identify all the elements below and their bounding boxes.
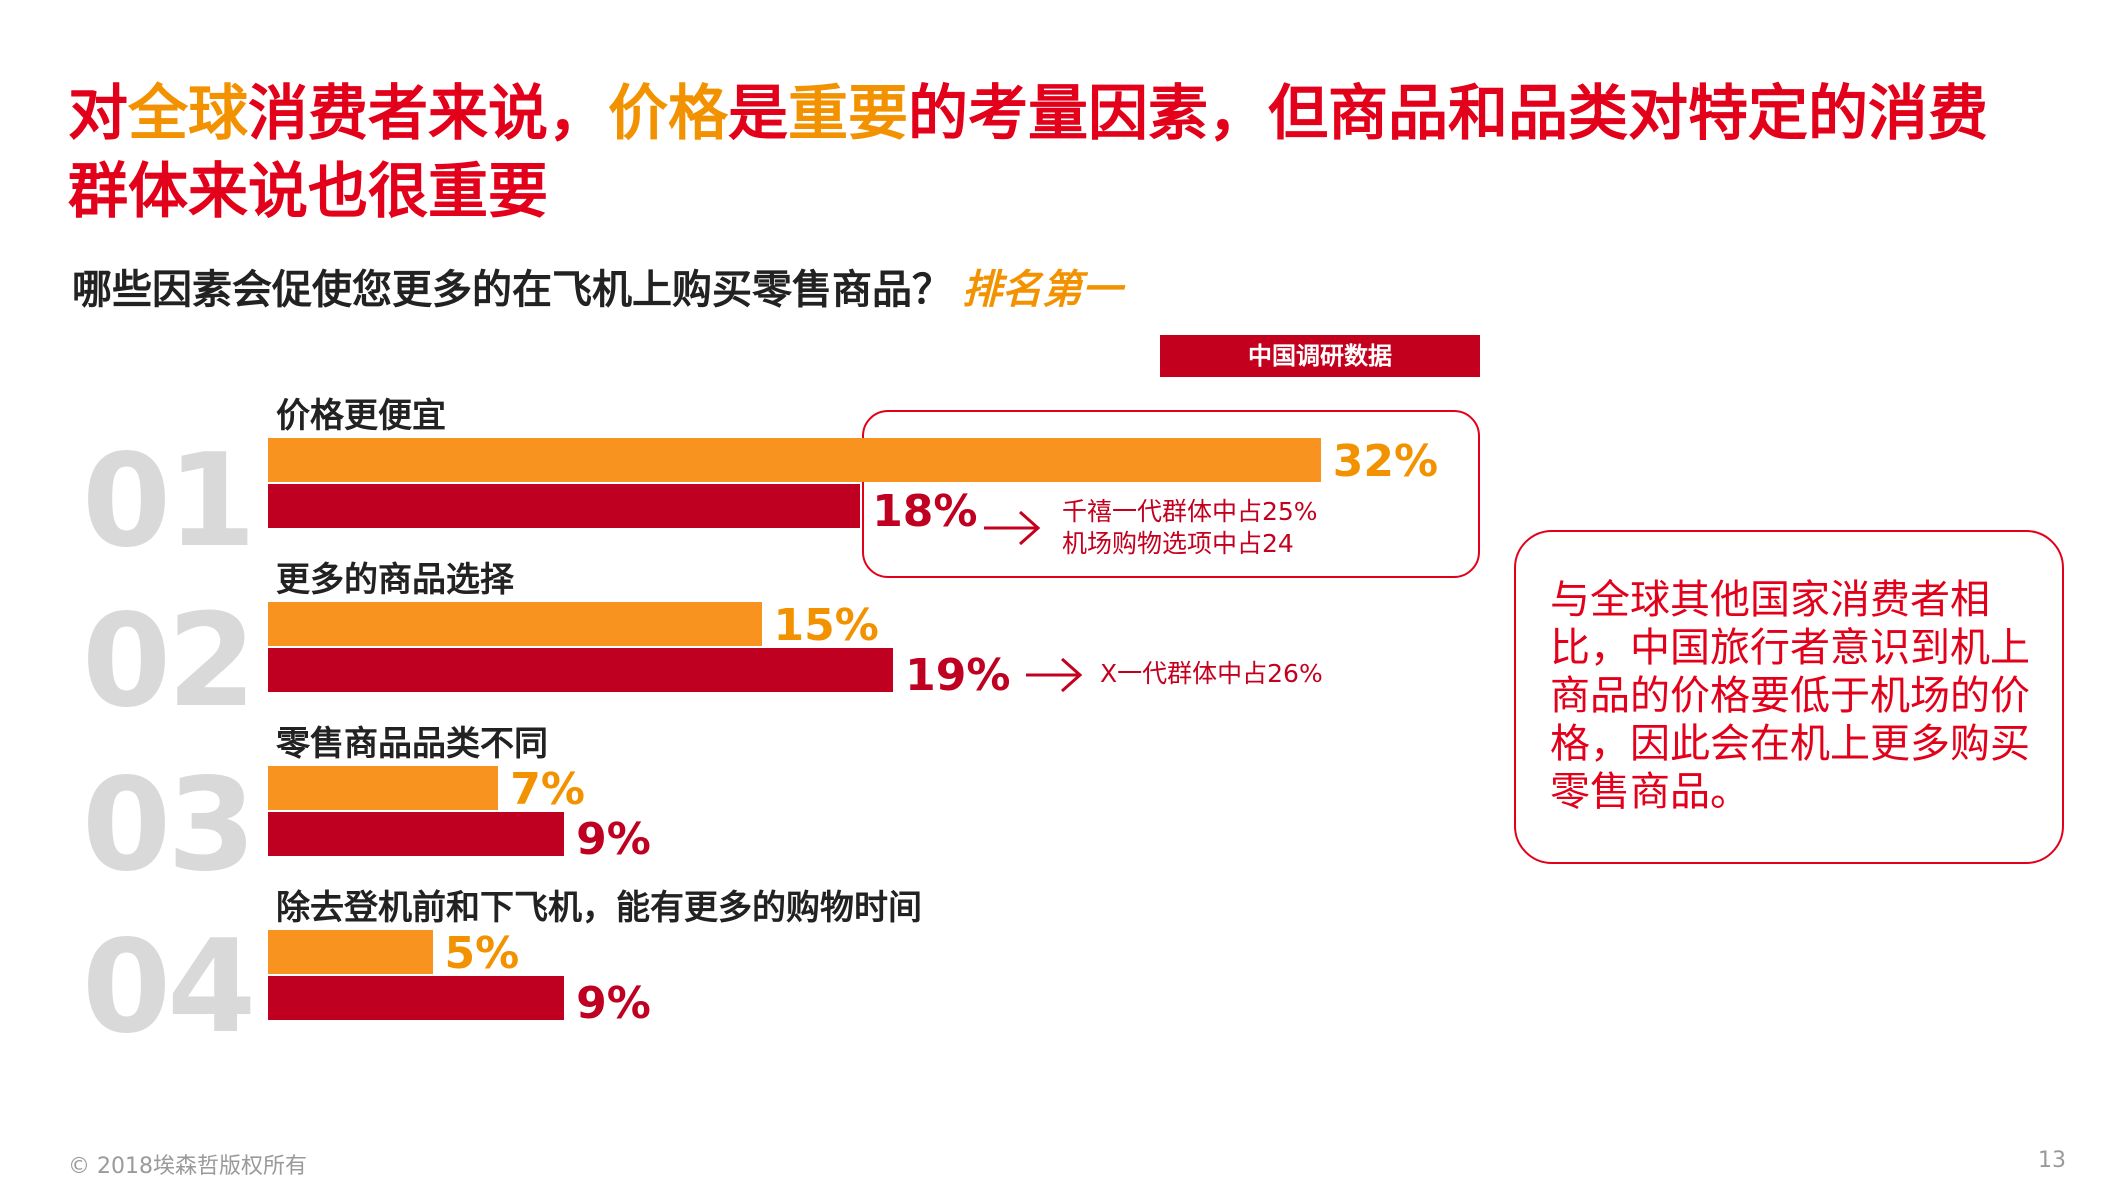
title-segment: 价格	[608, 79, 728, 149]
rank-number: 02	[82, 587, 256, 736]
title-segment: 消费者来说，	[248, 79, 608, 149]
china-value-label: 9%	[576, 978, 651, 1029]
china-data-badge: 中国调研数据	[1160, 335, 1480, 377]
china-value-label: 9%	[576, 814, 651, 865]
title-segment: 的考量因素，但商品和品类对特定的消费	[908, 79, 1988, 149]
global-bar	[268, 930, 433, 974]
china-bar	[268, 976, 565, 1020]
row2-note: X一代群体中占26%	[1100, 658, 1323, 690]
title-segment: 全球	[128, 79, 248, 149]
page-number: 13	[2038, 1148, 2066, 1173]
global-value-label: 15%	[773, 600, 879, 651]
row2-note-line-1: X一代群体中占26%	[1100, 659, 1323, 688]
row1-note: 千禧一代群体中占25% 机场购物选项中占24	[1062, 496, 1318, 560]
china-bar	[268, 484, 861, 528]
china-bar	[268, 812, 565, 856]
title-segment: 重要	[788, 79, 908, 149]
global-value-label: 5%	[444, 928, 520, 979]
arrow-right-icon	[1026, 657, 1083, 693]
copyright: © 2018埃森哲版权所有	[68, 1154, 307, 1179]
question-text: 哪些因素会促使您更多的在飞机上购买零售商品？	[72, 267, 952, 313]
rank-number: 01	[82, 427, 256, 576]
category-label: 价格更便宜	[276, 396, 446, 436]
row1-note-line-2: 机场购物选项中占24	[1062, 529, 1294, 558]
china-value-label: 18%	[872, 486, 978, 537]
global-bar	[268, 438, 1321, 482]
global-value-label: 32%	[1332, 436, 1439, 487]
global-bar	[268, 766, 499, 810]
global-bar	[268, 602, 762, 646]
title-segment: 是	[728, 79, 788, 149]
slide-title: 对全球消费者来说，价格是重要的考量因素，但商品和品类对特定的消费 群体来说也很重…	[68, 75, 2068, 231]
survey-question: 哪些因素会促使您更多的在飞机上购买零售商品？ 排名第一	[72, 257, 1122, 315]
china-insight-box	[1514, 530, 2064, 864]
question-highlight: 排名第一	[962, 267, 1122, 313]
title-segment: 群体来说也很重要	[68, 157, 548, 227]
rank-number: 03	[82, 751, 256, 900]
row1-callout-box	[862, 410, 1480, 578]
title-line-2: 群体来说也很重要	[68, 153, 2068, 231]
china-value-label: 19%	[905, 650, 1011, 701]
category-label: 更多的商品选择	[276, 560, 514, 600]
china-insight-text: 与全球其他国家消费者相比，中国旅行者意识到机上商品的价格要低于机场的价格，因此会…	[1550, 577, 2030, 815]
title-segment: 对	[68, 79, 128, 149]
arrow-right-icon	[984, 510, 1041, 546]
category-label: 除去登机前和下飞机，能有更多的购物时间	[276, 888, 922, 928]
global-value-label: 7%	[510, 764, 585, 815]
china-bar	[268, 648, 894, 692]
row1-note-line-1: 千禧一代群体中占25%	[1062, 497, 1318, 526]
category-label: 零售商品品类不同	[276, 724, 548, 764]
rank-number: 04	[82, 913, 256, 1062]
title-line-1: 对全球消费者来说，价格是重要的考量因素，但商品和品类对特定的消费	[68, 75, 2068, 153]
